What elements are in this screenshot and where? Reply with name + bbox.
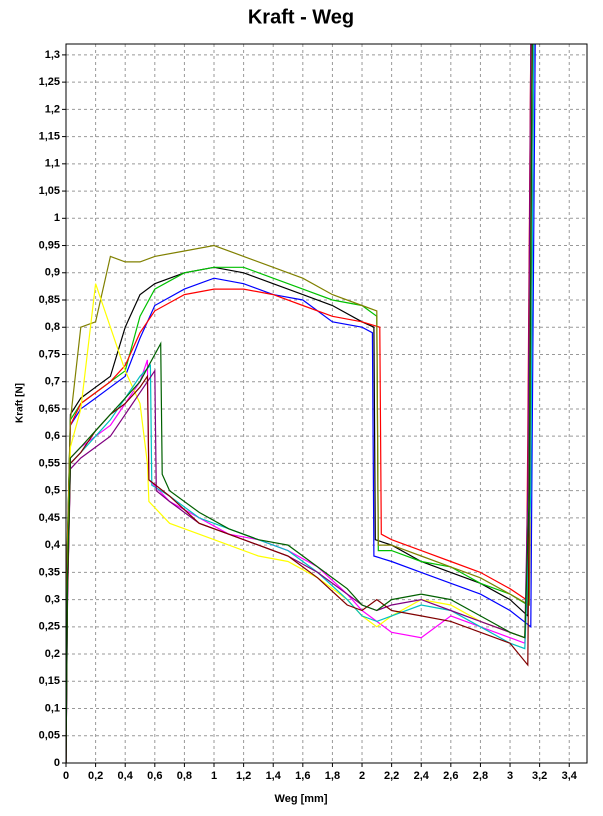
x-tick-label: 2,4 (414, 770, 430, 782)
series-line (66, 44, 535, 763)
series-line (66, 44, 532, 763)
y-tick-label: 0,55 (39, 457, 60, 469)
y-tick-label: 0,95 (39, 239, 60, 251)
y-tick-label: 1,05 (39, 185, 60, 197)
x-tick-label: 0 (63, 770, 69, 782)
chart-title: Kraft - Weg (248, 6, 354, 28)
x-tick-label: 2,2 (384, 770, 399, 782)
y-tick-label: 1,25 (39, 76, 60, 88)
series-line (66, 44, 536, 763)
x-axis-label: Weg [mm] (275, 793, 328, 805)
x-tick-label: 1,8 (325, 770, 340, 782)
series-line (66, 44, 533, 763)
x-tick-label: 1 (211, 770, 217, 782)
y-tick-label: 0,9 (45, 267, 60, 279)
x-tick-label: 0,2 (88, 770, 103, 782)
x-tick-label: 2,8 (473, 770, 488, 782)
y-tick-label: 0,3 (45, 593, 60, 605)
series-line (66, 44, 533, 763)
y-tick-label: 0,5 (45, 485, 60, 497)
y-tick-label: 1,2 (45, 103, 60, 115)
y-tick-label: 1,3 (45, 49, 60, 61)
series-line (66, 44, 532, 763)
lines (66, 44, 536, 763)
x-tick-label: 2,6 (443, 770, 458, 782)
y-tick-label: 1 (54, 212, 60, 224)
y-tick-label: 0,05 (39, 730, 60, 742)
series-line (66, 44, 533, 763)
x-tick-label: 1,4 (266, 770, 282, 782)
series-line (66, 44, 533, 763)
y-tick-label: 0,15 (39, 675, 60, 687)
x-tick-label: 3,2 (532, 770, 547, 782)
y-tick-label: 1,1 (45, 158, 60, 170)
x-tick-label: 1,6 (295, 770, 310, 782)
y-tick-label: 0,45 (39, 512, 60, 524)
series-line (66, 44, 535, 763)
y-tick-label: 0,25 (39, 621, 60, 633)
grid (62, 44, 587, 767)
y-tick-label: 0,4 (45, 539, 61, 551)
y-tick-label: 0 (54, 757, 60, 769)
x-tick-label: 0,6 (147, 770, 162, 782)
series-line (66, 44, 533, 763)
x-tick-label: 1,2 (236, 770, 251, 782)
plot-frame (65, 43, 588, 764)
y-axis-label: Kraft [N] (15, 383, 26, 423)
y-tick-label: 0,8 (45, 321, 60, 333)
x-tick-label: 2 (359, 770, 365, 782)
x-tick-label: 3,4 (562, 770, 578, 782)
y-tick-label: 0,85 (39, 294, 60, 306)
y-tick-label: 0,35 (39, 566, 60, 578)
x-tick-label: 0,8 (177, 770, 192, 782)
y-tick-label: 0,7 (45, 376, 60, 388)
x-tick-label: 0,4 (118, 770, 134, 782)
y-tick-label: 0,2 (45, 648, 60, 660)
y-tick-label: 0,6 (45, 430, 60, 442)
x-tick-label: 3 (507, 770, 513, 782)
y-tick-label: 1,15 (39, 131, 60, 143)
y-tick-label: 0,75 (39, 348, 60, 360)
series-line (66, 44, 533, 763)
y-tick-label: 0,1 (45, 702, 60, 714)
y-tick-label: 0,65 (39, 403, 60, 415)
